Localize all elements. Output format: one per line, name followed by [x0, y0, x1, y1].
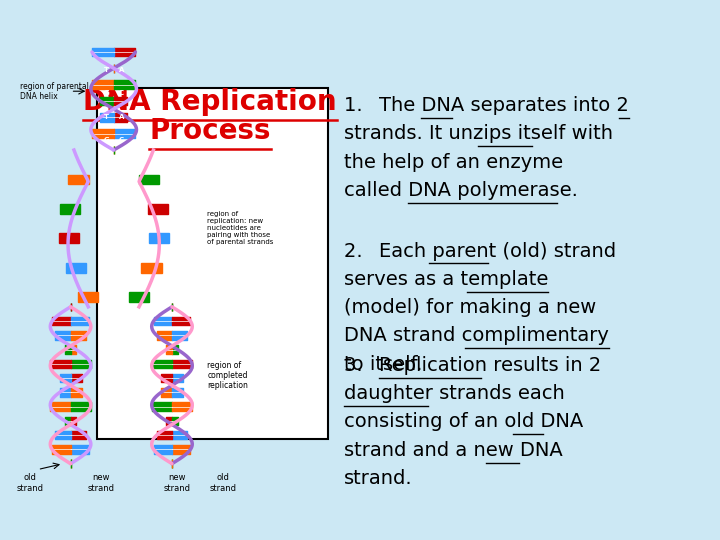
Text: The DNA separates into 2: The DNA separates into 2: [379, 96, 629, 115]
Text: new
strand: new strand: [163, 474, 191, 493]
FancyBboxPatch shape: [60, 204, 80, 214]
Text: T: T: [104, 114, 109, 120]
Text: A: A: [119, 114, 124, 120]
Text: A: A: [119, 66, 124, 73]
Text: serves as a template: serves as a template: [344, 270, 548, 289]
Text: 2.: 2.: [344, 241, 375, 260]
Text: called DNA polymerase.: called DNA polymerase.: [344, 181, 577, 200]
Text: G: G: [103, 137, 109, 143]
Text: region of
replication: new
nucleotides are
pairing with those
of parental strand: region of replication: new nucleotides a…: [207, 212, 274, 246]
Text: region of parental
DNA helix: region of parental DNA helix: [20, 82, 89, 101]
Text: (model) for making a new: (model) for making a new: [344, 298, 596, 317]
Text: C: C: [119, 90, 124, 96]
FancyBboxPatch shape: [78, 292, 99, 302]
FancyBboxPatch shape: [141, 263, 161, 273]
Text: DNA Replication: DNA Replication: [83, 87, 337, 116]
Text: old
strand: old strand: [17, 474, 43, 493]
FancyBboxPatch shape: [66, 263, 86, 273]
FancyBboxPatch shape: [148, 204, 168, 214]
FancyBboxPatch shape: [68, 174, 89, 184]
Text: daughter strands each: daughter strands each: [344, 384, 564, 403]
Text: Each parent (old) strand: Each parent (old) strand: [379, 241, 616, 260]
FancyBboxPatch shape: [148, 233, 168, 243]
Text: consisting of an old DNA: consisting of an old DNA: [344, 413, 583, 431]
Text: strand.: strand.: [344, 469, 413, 488]
Text: 1.: 1.: [344, 96, 375, 115]
Text: region of
completed
replication: region of completed replication: [207, 361, 248, 390]
Text: strand and a new DNA: strand and a new DNA: [344, 441, 562, 460]
FancyBboxPatch shape: [96, 87, 328, 439]
Text: G: G: [103, 90, 109, 96]
Text: strands. It unzips itself with: strands. It unzips itself with: [344, 124, 613, 143]
Text: to itself.: to itself.: [344, 355, 423, 374]
Text: Process: Process: [149, 117, 271, 145]
FancyBboxPatch shape: [58, 233, 78, 243]
Text: Replication results in 2: Replication results in 2: [379, 356, 602, 375]
Text: old
strand: old strand: [210, 474, 236, 493]
Text: DNA strand complimentary: DNA strand complimentary: [344, 326, 609, 346]
Text: T: T: [104, 66, 109, 73]
Text: 3.: 3.: [344, 356, 375, 375]
Text: C: C: [119, 137, 124, 143]
Text: new
strand: new strand: [88, 474, 114, 493]
FancyBboxPatch shape: [139, 174, 159, 184]
Text: the help of an enzyme: the help of an enzyme: [344, 152, 563, 172]
FancyBboxPatch shape: [129, 292, 149, 302]
